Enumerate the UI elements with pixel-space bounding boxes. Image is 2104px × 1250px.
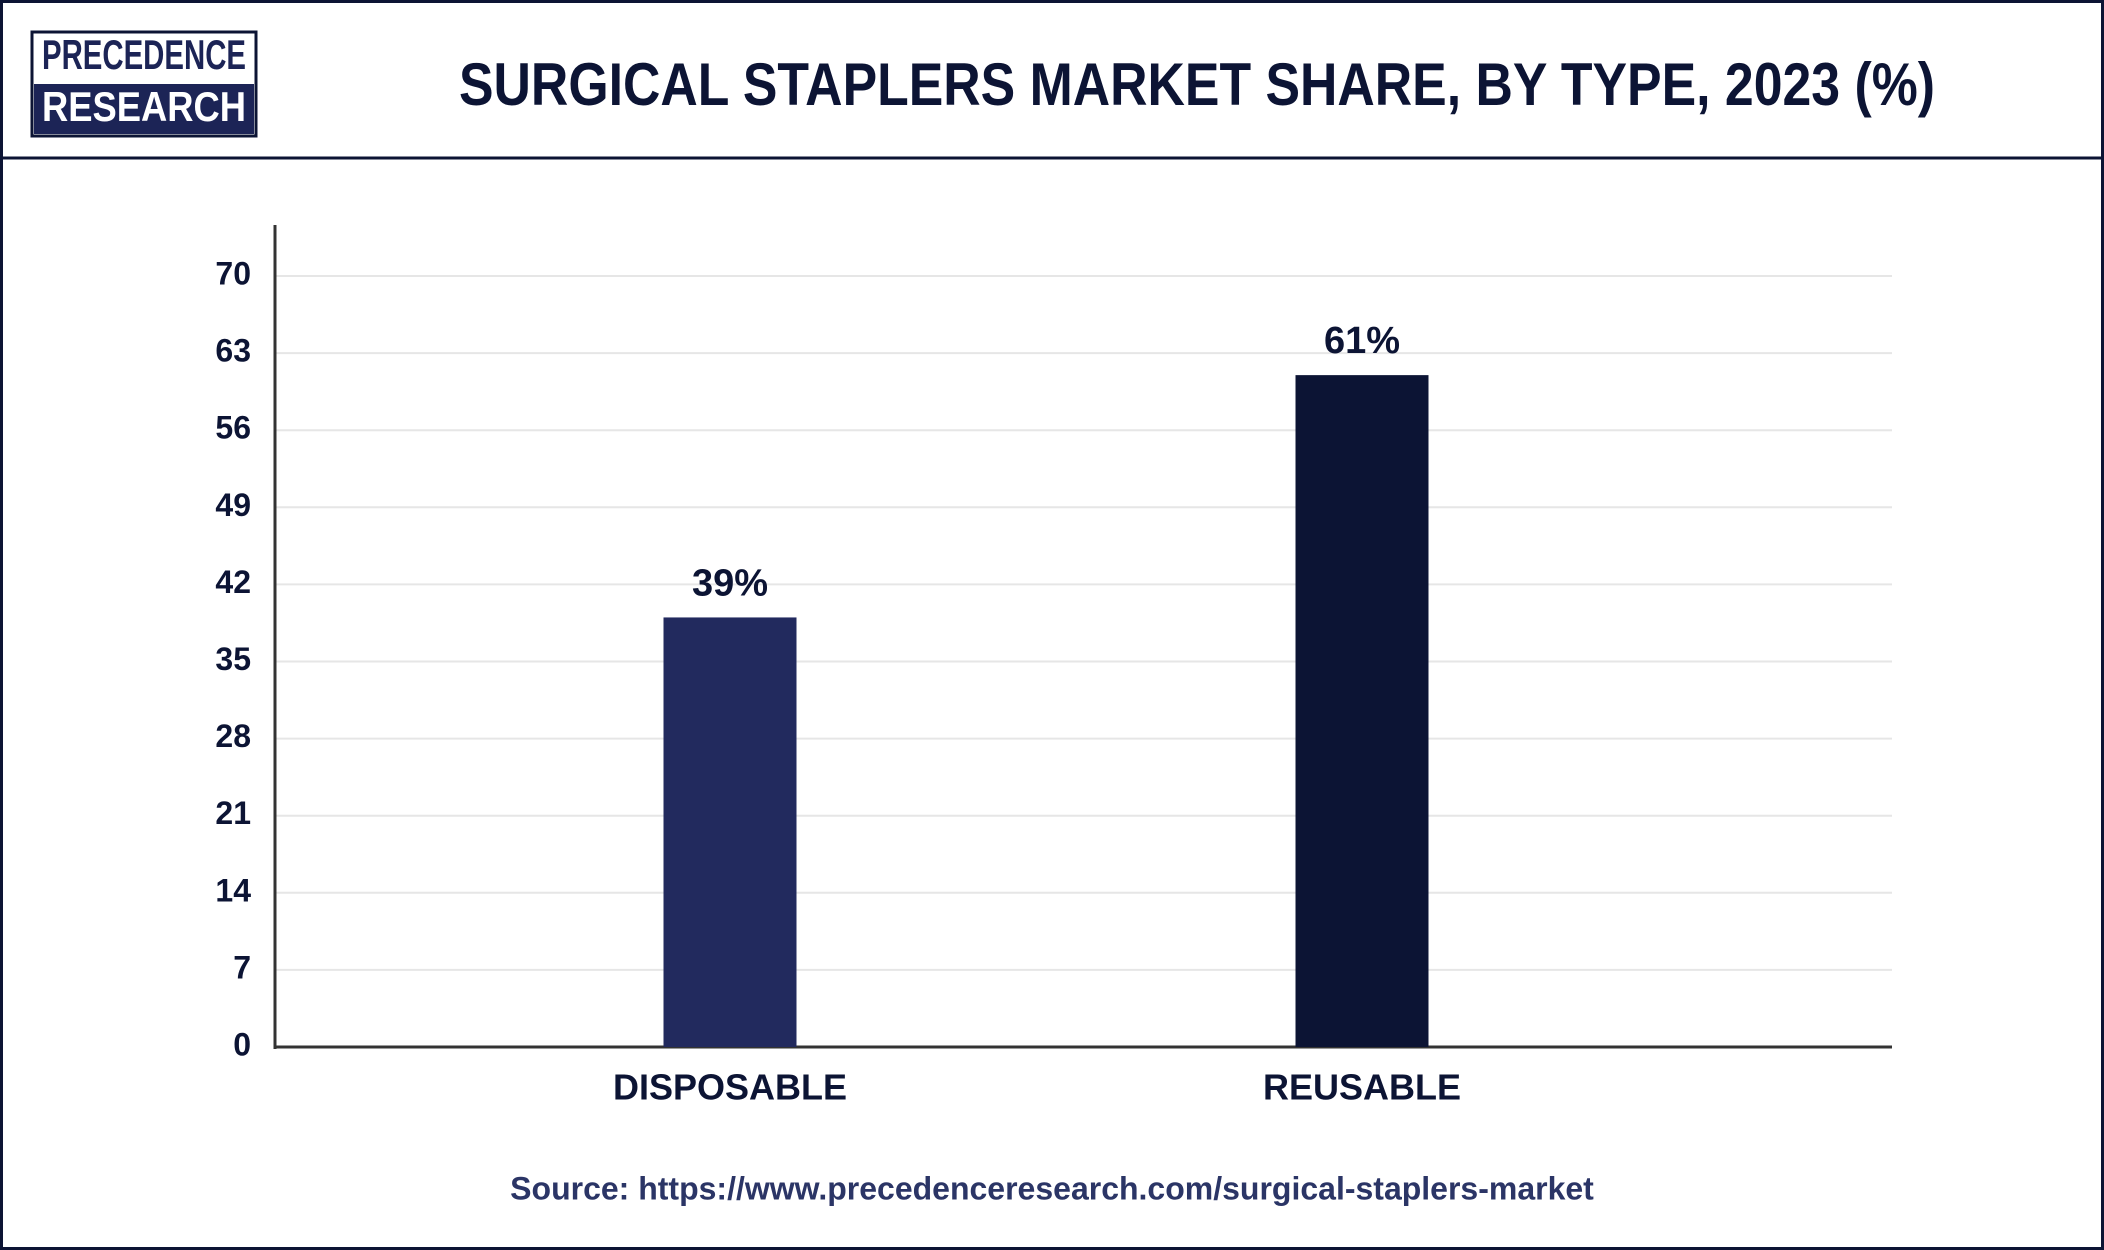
y-tick-label: 63 (215, 333, 251, 369)
logo-text: RESEARCH (42, 83, 246, 130)
logo-text: PRECEDENCE (42, 31, 246, 78)
y-tick-label: 49 (215, 487, 251, 523)
y-tick-label: 70 (215, 255, 251, 291)
y-tick-label: 21 (215, 795, 251, 831)
y-tick-label: 28 (215, 718, 251, 754)
y-tick-label: 7 (233, 949, 251, 985)
chart-title: SURGICAL STAPLERS MARKET SHARE, BY TYPE,… (459, 51, 1935, 118)
logo-band (34, 84, 254, 134)
x-tick-label: REUSABLE (1263, 1067, 1461, 1108)
y-tick-label: 56 (215, 410, 251, 446)
bar (1295, 375, 1429, 1048)
y-tick-label: 35 (215, 641, 251, 677)
source: Source: https://www.precedenceresearch.c… (510, 1170, 1594, 1206)
bar (663, 617, 797, 1047)
value-label: 61% (1324, 320, 1400, 362)
x-tick-label: DISPOSABLE (613, 1067, 847, 1108)
value-label: 39% (692, 562, 768, 604)
y-tick-label: 0 (233, 1026, 251, 1062)
y-tick-label: 14 (215, 872, 251, 908)
y-tick-label: 42 (215, 564, 251, 600)
